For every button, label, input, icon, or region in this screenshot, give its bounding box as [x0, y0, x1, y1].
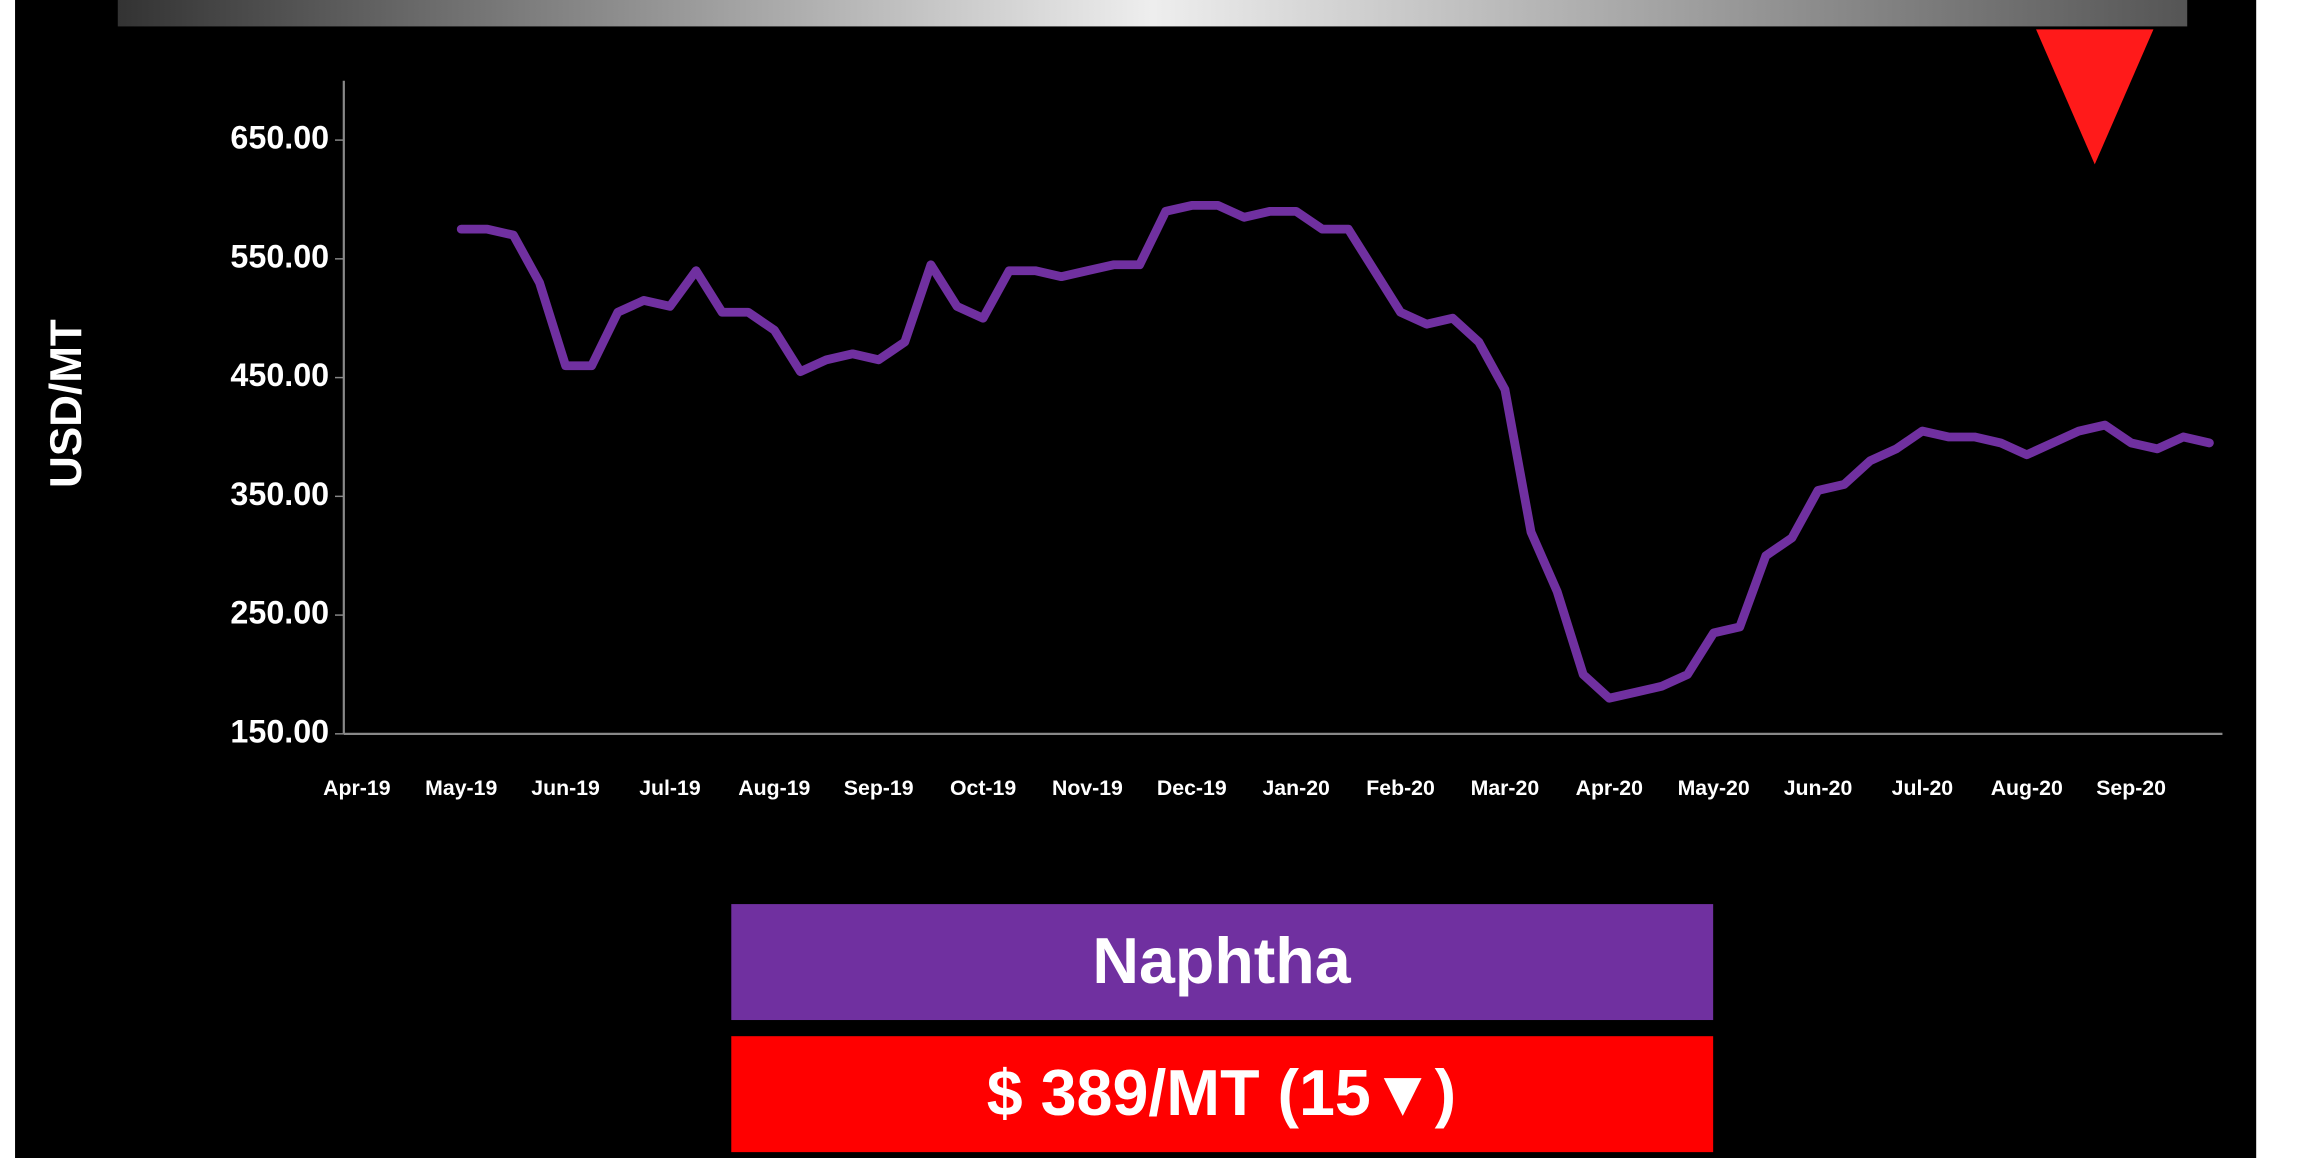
x-tick-label: Sep-19 [844, 776, 914, 800]
x-tick-label: Feb-20 [1366, 776, 1435, 800]
x-tick-label: Nov-19 [1052, 776, 1123, 800]
price-line [456, 201, 2214, 703]
top-bar [117, 0, 2188, 27]
y-tick-label: 650.00 [230, 120, 329, 156]
plot: 150.00 250.00 350.00 450.00 550.00 650.00 Apr-… [230, 120, 2214, 800]
down-arrow [2036, 29, 2154, 165]
y-tick-label: 450.00 [230, 357, 329, 393]
x-tick-label: Apr-19 [323, 776, 391, 800]
y-tick-label: 250.00 [230, 595, 329, 631]
x-tick-label: Sep-20 [2096, 776, 2166, 800]
product-name: Naphtha [1092, 925, 1351, 997]
x-tick-label: Jul-20 [1892, 776, 1953, 800]
x-tick-label: Oct-19 [950, 776, 1016, 800]
x-tick-label: May-20 [1678, 776, 1750, 800]
x-tick-label: Apr-20 [1576, 776, 1643, 800]
x-tick-label: Aug-19 [738, 776, 810, 800]
x-tick-label: Aug-20 [1991, 776, 2063, 800]
y-axis-label: USD/MT [42, 319, 91, 488]
product-banner [731, 904, 1714, 1021]
price-banner [731, 1036, 1714, 1153]
price-label: $ 389/MT (15▼) [987, 1057, 1456, 1129]
x-tick-label: May-19 [425, 776, 497, 800]
y-tick-label: 150.00 [230, 713, 329, 749]
x-tick-label: Jan-20 [1262, 776, 1329, 800]
x-tick-label: Dec-19 [1157, 776, 1227, 800]
x-tick-label: Jul-19 [639, 776, 701, 800]
x-tick-label: Jun-20 [1784, 776, 1853, 800]
y-tick-label: 550.00 [230, 238, 329, 274]
x-tick-label: Mar-20 [1471, 776, 1540, 800]
y-tick-label: 350.00 [230, 476, 329, 512]
x-tick-label: Jun-19 [531, 776, 600, 800]
